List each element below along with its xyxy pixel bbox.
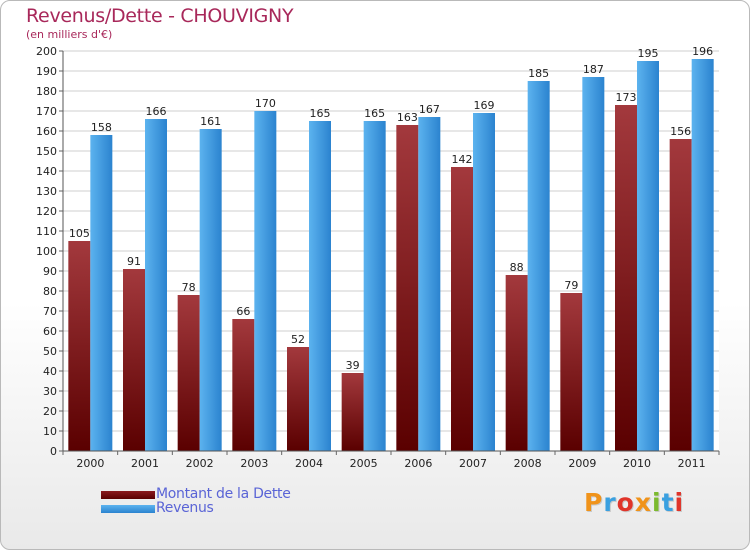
bar-debt-2001 — [123, 269, 145, 451]
y-tick-label: 140 — [36, 165, 57, 178]
y-tick-label: 170 — [36, 105, 57, 118]
y-tick-label: 200 — [36, 45, 57, 58]
value-label-revenue-2000: 158 — [91, 121, 112, 134]
bar-revenue-2003 — [254, 111, 277, 451]
value-label-debt-2007: 142 — [452, 153, 473, 166]
value-label-revenue-2004: 165 — [310, 107, 331, 120]
x-tick-label-2010: 2010 — [623, 457, 651, 470]
bar-revenue-2009 — [582, 77, 605, 451]
logo-letter: i — [674, 488, 685, 517]
value-label-revenue-2011: 196 — [692, 45, 713, 58]
x-tick-label-2006: 2006 — [404, 457, 432, 470]
value-label-revenue-2008: 185 — [528, 67, 549, 80]
bar-revenue-2008 — [527, 81, 550, 451]
chart-title: Revenus/Dette - CHOUVIGNY — [26, 5, 294, 27]
x-tick-label-2009: 2009 — [568, 457, 596, 470]
value-label-debt-2000: 105 — [69, 227, 90, 240]
legend-label-revenue: Revenus — [156, 500, 214, 516]
y-tick-label: 180 — [36, 85, 57, 98]
y-tick-label: 60 — [43, 325, 57, 338]
logo-letter: r — [603, 488, 617, 517]
value-label-debt-2004: 52 — [291, 333, 305, 346]
y-tick-label: 150 — [36, 145, 57, 158]
y-tick-label: 130 — [36, 185, 57, 198]
x-tick-label-2007: 2007 — [459, 457, 487, 470]
legend-swatch-debt — [101, 491, 155, 499]
y-tick-label: 40 — [43, 365, 57, 378]
x-tick-label-2005: 2005 — [350, 457, 378, 470]
bar-debt-2010 — [615, 105, 637, 451]
chart-subtitle: (en milliers d'€) — [26, 28, 113, 41]
logo-letter: P — [584, 488, 604, 517]
bar-debt-2005 — [341, 373, 364, 451]
y-tick-label: 10 — [43, 425, 57, 438]
bar-revenue-2011 — [691, 59, 714, 451]
value-label-debt-2010: 173 — [616, 91, 637, 104]
bar-debt-2006 — [396, 125, 419, 451]
value-label-revenue-2006: 167 — [419, 103, 440, 116]
legend-label-debt: Montant de la Dette — [156, 486, 291, 502]
bar-debt-2003 — [232, 319, 255, 451]
bar-debt-2007 — [451, 167, 473, 451]
bar-revenue-2000 — [90, 135, 113, 451]
bar-debt-2000 — [68, 241, 91, 451]
value-label-revenue-2009: 187 — [583, 63, 604, 76]
value-label-revenue-2007: 169 — [474, 99, 495, 112]
y-tick-label: 0 — [50, 445, 57, 458]
y-tick-label: 80 — [43, 285, 57, 298]
bar-debt-2002 — [177, 295, 200, 451]
bar-revenue-2005 — [363, 121, 386, 451]
y-tick-label: 100 — [36, 245, 57, 258]
bar-debt-2009 — [560, 293, 583, 451]
value-label-revenue-2005: 165 — [364, 107, 385, 120]
logo-letter: o — [616, 488, 635, 517]
y-tick-label: 90 — [43, 265, 57, 278]
value-label-debt-2009: 79 — [564, 279, 578, 292]
bar-debt-2011 — [669, 139, 692, 451]
bar-revenue-2001 — [145, 119, 167, 451]
bar-revenue-2010 — [637, 61, 659, 451]
value-label-debt-2006: 163 — [397, 111, 418, 124]
x-tick-label-2001: 2001 — [131, 457, 159, 470]
bar-debt-2004 — [287, 347, 309, 451]
value-label-revenue-2003: 170 — [255, 97, 276, 110]
bar-revenue-2006 — [418, 117, 441, 451]
logo-letter: i — [652, 488, 662, 517]
bar-revenue-2007 — [473, 113, 495, 451]
y-tick-label: 110 — [36, 225, 57, 238]
y-tick-label: 190 — [36, 65, 57, 78]
y-tick-label: 70 — [43, 305, 57, 318]
y-tick-label: 30 — [43, 385, 57, 398]
x-tick-label-2000: 2000 — [76, 457, 104, 470]
y-tick-label: 120 — [36, 205, 57, 218]
y-tick-label: 20 — [43, 405, 57, 418]
value-label-debt-2001: 91 — [127, 255, 141, 268]
x-tick-label-2008: 2008 — [514, 457, 542, 470]
value-label-debt-2002: 78 — [182, 281, 196, 294]
value-label-revenue-2010: 195 — [638, 47, 659, 60]
value-label-revenue-2001: 166 — [146, 105, 167, 118]
value-label-debt-2008: 88 — [510, 261, 524, 274]
logo-letter: x — [634, 488, 652, 517]
x-tick-label-2004: 2004 — [295, 457, 323, 470]
x-tick-label-2003: 2003 — [240, 457, 268, 470]
y-tick-label: 50 — [43, 345, 57, 358]
proxiti-logo: Proxiti — [584, 488, 684, 517]
value-label-revenue-2002: 161 — [200, 115, 221, 128]
value-label-debt-2005: 39 — [346, 359, 360, 372]
logo-letter: t — [661, 488, 675, 517]
value-label-debt-2011: 156 — [670, 125, 691, 138]
legend-swatch-revenue — [101, 505, 155, 513]
bar-revenue-2002 — [199, 129, 222, 451]
x-tick-label-2011: 2011 — [678, 457, 706, 470]
y-tick-label: 160 — [36, 125, 57, 138]
value-label-debt-2003: 66 — [236, 305, 250, 318]
x-tick-label-2002: 2002 — [186, 457, 214, 470]
bar-revenue-2004 — [309, 121, 331, 451]
bar-debt-2008 — [505, 275, 528, 451]
